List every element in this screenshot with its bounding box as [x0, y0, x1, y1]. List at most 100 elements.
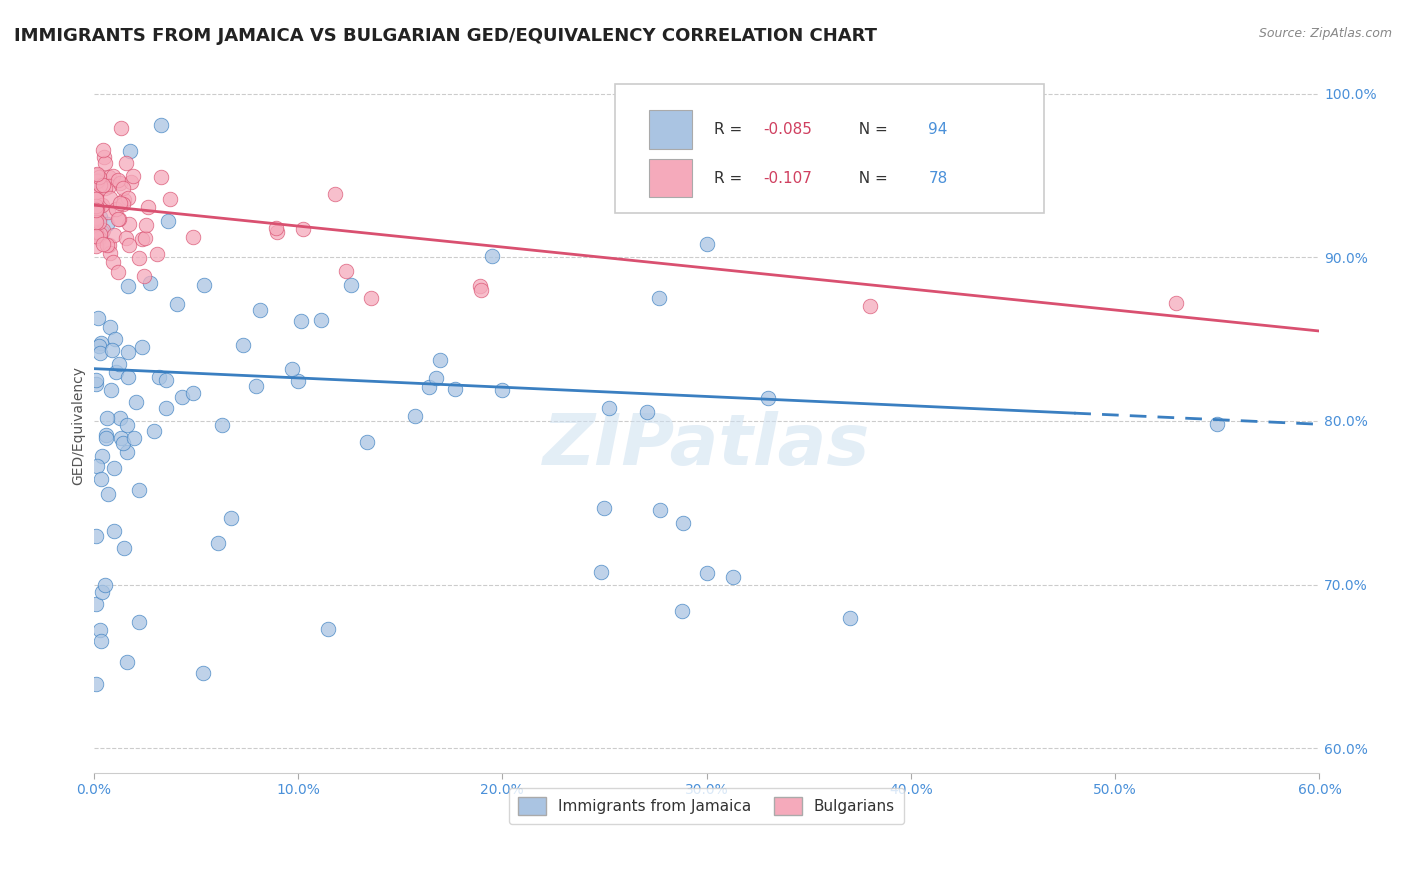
Legend: Immigrants from Jamaica, Bulgarians: Immigrants from Jamaica, Bulgarians: [509, 789, 904, 824]
Point: [309, 313, 332, 327]
Point: [86, 226, 108, 240]
Point: [120, 175, 142, 189]
Point: [115, 231, 138, 245]
Point: [249, 303, 271, 318]
Point: [89, 624, 111, 638]
Point: [859, 300, 882, 314]
Point: [107, 357, 129, 371]
Point: [84, 202, 107, 217]
Point: [404, 409, 426, 424]
Point: [356, 435, 378, 450]
FancyBboxPatch shape: [650, 159, 692, 197]
Point: [146, 247, 169, 261]
Text: -0.085: -0.085: [763, 122, 811, 137]
Point: [671, 604, 693, 618]
Y-axis label: GED/Equivalency: GED/Equivalency: [72, 366, 86, 484]
Point: [148, 370, 170, 384]
Point: [86, 174, 108, 188]
Point: [443, 382, 465, 396]
Point: [340, 277, 363, 292]
Point: [316, 623, 339, 637]
Point: [89, 215, 111, 229]
Point: [1166, 296, 1188, 310]
Point: [89, 210, 111, 224]
Point: [170, 390, 193, 404]
Point: [84, 677, 107, 691]
Text: -0.107: -0.107: [763, 170, 811, 186]
Point: [118, 238, 141, 252]
Point: [115, 418, 138, 433]
Point: [108, 211, 131, 226]
Point: [598, 401, 620, 415]
Text: Source: ZipAtlas.com: Source: ZipAtlas.com: [1258, 27, 1392, 40]
Point: [672, 516, 695, 531]
Point: [470, 283, 492, 297]
Point: [84, 377, 107, 392]
Point: [211, 417, 233, 432]
Point: [84, 598, 107, 612]
Point: [281, 361, 304, 376]
Point: [131, 232, 153, 246]
Point: [696, 566, 718, 581]
Text: 94: 94: [928, 122, 948, 137]
Point: [104, 202, 127, 216]
Point: [107, 212, 129, 227]
Point: [481, 249, 503, 263]
Point: [418, 380, 440, 394]
Point: [111, 181, 134, 195]
Point: [117, 345, 139, 359]
Point: [84, 238, 107, 252]
Point: [84, 229, 107, 244]
Point: [98, 238, 121, 252]
Point: [96, 427, 118, 442]
Point: [87, 230, 110, 244]
Point: [335, 263, 357, 277]
Point: [108, 176, 131, 190]
Point: [135, 219, 157, 233]
Point: [149, 169, 172, 184]
Point: [104, 332, 127, 346]
Point: [131, 340, 153, 354]
Point: [89, 346, 111, 360]
Point: [721, 569, 744, 583]
Point: [91, 585, 114, 599]
FancyBboxPatch shape: [614, 85, 1043, 213]
Point: [112, 541, 135, 555]
Point: [98, 245, 121, 260]
Point: [87, 339, 110, 353]
Point: [266, 221, 288, 235]
Point: [98, 191, 121, 205]
Point: [107, 173, 129, 187]
Point: [110, 121, 132, 136]
Point: [159, 192, 181, 206]
Point: [103, 169, 125, 183]
Point: [138, 200, 160, 214]
Point: [84, 529, 107, 543]
Point: [122, 431, 145, 445]
Point: [111, 197, 134, 211]
Point: [128, 252, 150, 266]
Point: [103, 461, 125, 475]
Point: [107, 265, 129, 279]
Point: [139, 276, 162, 290]
Point: [86, 167, 108, 181]
Point: [360, 291, 382, 305]
Point: [115, 155, 138, 169]
Point: [181, 230, 204, 244]
Point: [84, 192, 107, 206]
Point: [84, 190, 107, 204]
Point: [132, 268, 155, 283]
Point: [117, 655, 139, 669]
Point: [89, 178, 111, 193]
Point: [98, 320, 121, 334]
Point: [425, 371, 447, 385]
Point: [108, 196, 131, 211]
Point: [429, 352, 451, 367]
Point: [90, 634, 112, 648]
Point: [91, 236, 114, 251]
Point: [103, 228, 125, 243]
Point: [96, 237, 118, 252]
Point: [117, 191, 139, 205]
Text: N =: N =: [849, 122, 893, 137]
Point: [1206, 417, 1229, 432]
